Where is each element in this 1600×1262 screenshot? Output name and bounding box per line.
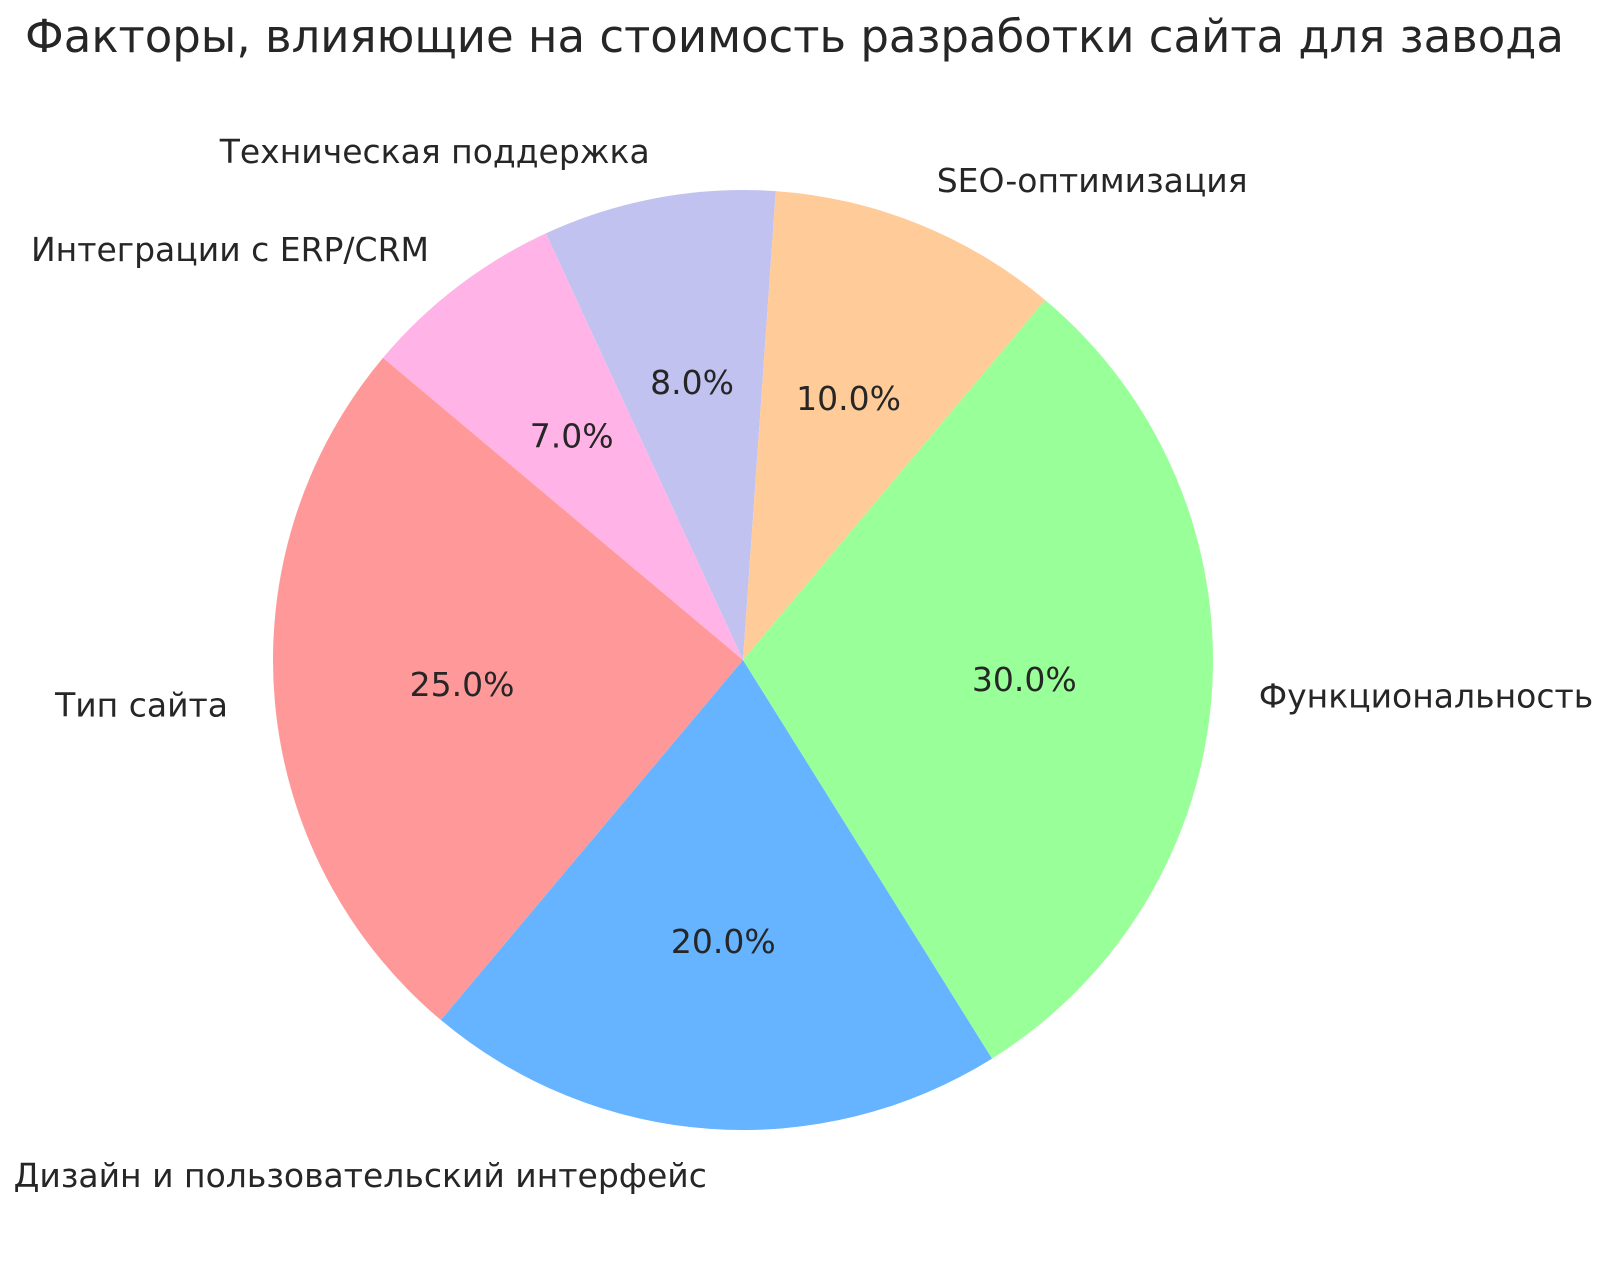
pie-slice-4 xyxy=(440,660,993,1130)
pct-label-1: 8.0% xyxy=(650,363,734,402)
slice-label-1: Техническая поддержка xyxy=(219,132,650,171)
pie-slice-3 xyxy=(273,357,743,1021)
pie-slice-2 xyxy=(382,233,743,660)
slice-label-2: Интеграции с ERP/CRM xyxy=(31,230,429,269)
pct-label-6: 10.0% xyxy=(796,379,901,418)
slice-label-4: Дизайн и пользовательский интерфейс xyxy=(14,1156,707,1195)
slice-label-5: Функциональность xyxy=(1259,677,1593,716)
pie-slice-6 xyxy=(743,191,1046,660)
pct-label-3: 25.0% xyxy=(410,665,515,704)
pie-slice-1 xyxy=(545,189,776,660)
pct-label-4: 20.0% xyxy=(671,922,776,961)
pie-slice-5 xyxy=(743,299,1213,1059)
slice-label-3: Тип сайта xyxy=(54,686,228,725)
pct-label-2: 7.0% xyxy=(530,417,614,456)
pct-label-5: 30.0% xyxy=(972,660,1077,699)
chart-title: Факторы, влияющие на стоимость разработк… xyxy=(25,10,1564,63)
slice-label-6: SEO-оптимизация xyxy=(937,161,1248,200)
